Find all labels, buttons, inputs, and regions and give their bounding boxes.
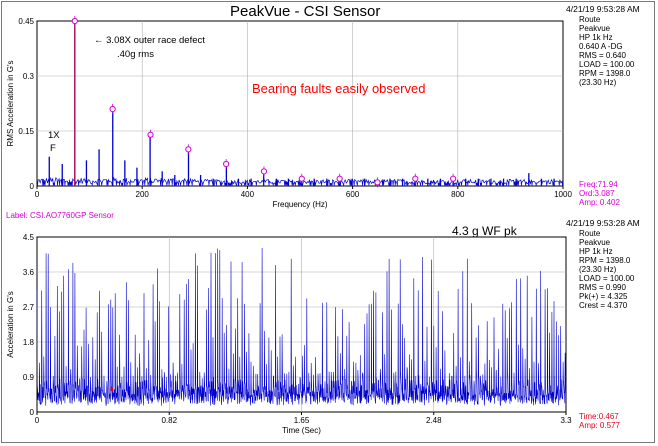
spectrum-cursor-line: Ord:3.087 — [579, 189, 615, 198]
waveform-info-line: RPM = 1398.0 — [579, 256, 631, 265]
harmonic-marker — [109, 105, 116, 113]
marker-1x-sublabel: F — [50, 143, 56, 154]
harmonic-marker — [412, 175, 419, 182]
waveform-y-tick-label: 3.6 — [23, 268, 35, 277]
waveform-info-line: RMS = 0.990 — [579, 283, 626, 292]
spectrum-cursor-line: Freq:71.94 — [579, 180, 618, 189]
spectrum-info-line: Route — [579, 15, 601, 24]
spectrum-info-line: LOAD = 100.00 — [579, 60, 635, 69]
waveform-cursor-line: Time:0.467 — [579, 412, 619, 421]
harmonic-marker — [71, 17, 78, 25]
spectrum-info: Route Peakvue HP 1k Hz 0.640 A -DG RMS = 0.6… — [579, 15, 634, 87]
spectrum-y-tick-label: 0.45 — [18, 17, 34, 26]
spectrum-y-tick-label: 0 — [30, 182, 35, 191]
defect-note-text: 3.08X outer race defect — [106, 35, 205, 46]
waveform-y-tick-label: 4.5 — [23, 233, 35, 242]
waveform-y-tick-label: 1.8 — [23, 338, 35, 347]
waveform-x-tick-label: 0 — [35, 416, 40, 425]
spectrum-info-line: RMS = 0.640 — [579, 51, 626, 60]
waveform-datetime: 4/21/19 9:53:28 AM — [566, 218, 640, 228]
waveform-y-tick-label: 0 — [30, 408, 35, 417]
waveform-info-line: Crest = 4.370 — [579, 301, 628, 310]
waveform-y-tick-label: 0.9 — [23, 373, 35, 382]
harmonic-marker — [450, 175, 457, 182]
waveform-x-tick-label: 0.82 — [161, 416, 177, 425]
spectrum-x-tick-label: 1000 — [554, 190, 572, 199]
waveform-y-tick-label: 2.7 — [23, 303, 35, 312]
spectrum-info-line: RPM = 1398.0 — [579, 69, 631, 78]
waveform-x-axis-title: Time (Sec) — [282, 426, 321, 435]
bearing-faults-annotation: Bearing faults easily observed — [252, 81, 426, 96]
chart-title: PeakVue - CSI Sensor — [230, 3, 381, 20]
spectrum-datetime: 4/21/19 9:53:28 AM — [566, 4, 640, 14]
spectrum-info-line: 0.640 A -DG — [579, 42, 623, 51]
waveform-x-tick-label: 1.65 — [294, 416, 310, 425]
waveform-info-line: (23.30 Hz) — [579, 265, 617, 274]
harmonic-marker — [185, 146, 192, 153]
harmonic-marker — [374, 179, 381, 186]
waveform-info-line: Pk(+) = 4.325 — [579, 292, 628, 301]
waveform-info: Route Peakvue HP 1k Hz RPM = 1398.0 (23.30 H… — [579, 229, 634, 310]
spectrum-plot-area — [36, 20, 564, 187]
waveform-cursor-readout: Time:0.467 Amp: 0.577 — [579, 412, 620, 430]
waveform-info-line: Route — [579, 229, 601, 238]
spectrum-x-axis-title: Frequency (Hz) — [272, 200, 327, 209]
harmonic-marker — [223, 160, 230, 168]
waveform-x-tick-label: 3.3 — [560, 416, 572, 425]
harmonic-marker — [336, 175, 343, 182]
harmonic-marker — [147, 131, 154, 138]
spectrum-x-tick-label: 400 — [241, 190, 255, 199]
spectrum-cursor-readout: Freq:71.94 Ord:3.087 Amp: 0.402 — [579, 180, 620, 207]
defect-rms-note: .40g rms — [117, 49, 154, 60]
defect-note: ← 3.08X outer race defect — [94, 35, 205, 46]
spectrum-x-tick-label: 600 — [346, 190, 360, 199]
harmonic-marker — [298, 175, 305, 182]
spectrum-info-line: (23.30 Hz) — [579, 78, 617, 87]
spectrum-cursor-line: Amp: 0.402 — [579, 198, 620, 207]
waveform-info-line: Peakvue — [579, 238, 611, 247]
sensor-label: Label: CSI.AO7760GP Sensor — [6, 211, 114, 220]
marker-1x-label: 1X — [48, 130, 60, 141]
spectrum-info-line: HP 1k Hz — [579, 33, 613, 42]
waveform-y-axis-title: Acceleration in G's — [6, 291, 15, 357]
waveform-x-tick-label: 2.48 — [426, 416, 442, 425]
spectrum-y-axis-title: RMS Acceleration in G's — [6, 60, 15, 146]
spectrum-y-tick-label: 0.15 — [18, 127, 34, 136]
spectrum-info-line: Peakvue — [579, 24, 611, 33]
spectrum-y-tick-label: 0.3 — [23, 72, 35, 81]
spectrum-x-tick-label: 0 — [35, 190, 40, 199]
waveform-cursor-line: Amp: 0.577 — [579, 421, 620, 430]
waveform-peak-annotation: 4.3 g WF pk — [452, 224, 517, 238]
harmonic-marker — [260, 168, 268, 175]
waveform-info-line: HP 1k Hz — [579, 247, 613, 256]
spectrum-x-tick-label: 800 — [451, 190, 465, 199]
waveform-trace — [36, 247, 567, 407]
waveform-cursor-point — [110, 387, 114, 392]
spectrum-x-tick-label: 200 — [136, 190, 150, 199]
waveform-info-line: LOAD = 100.00 — [579, 274, 635, 283]
